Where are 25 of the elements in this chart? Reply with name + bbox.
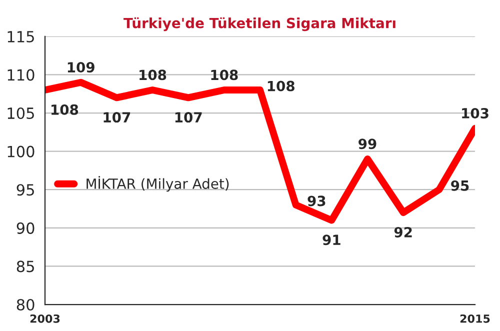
data-label: 93: [308, 196, 326, 206]
data-label: 91: [322, 234, 340, 246]
y-tick-label: 95: [16, 184, 34, 196]
x-tick-label: 2003: [30, 314, 60, 323]
y-tick-label: 115: [8, 31, 34, 42]
data-label: 109: [68, 62, 94, 73]
data-label: 103: [462, 108, 488, 118]
x-tick-label: 2015: [460, 314, 490, 323]
data-label: 95: [451, 180, 469, 191]
data-label: 108: [52, 104, 78, 115]
y-tick-label: 105: [8, 107, 34, 120]
data-label: 99: [358, 138, 376, 150]
y-tick-label: 85: [16, 260, 34, 272]
y-tick-label: 80: [16, 298, 34, 311]
data-label: 92: [394, 226, 412, 238]
y-tick-label: 100: [8, 146, 34, 158]
chart-title: Türkiye'de Tüketilen Sigara Miktarı: [124, 17, 396, 32]
data-label: 107: [104, 112, 130, 123]
y-tick-label: 90: [16, 222, 34, 234]
data-label: 108: [268, 80, 294, 92]
data-label: 107: [175, 112, 202, 123]
data-label: 108: [211, 70, 238, 80]
legend-label: MİKTAR (Milyar Adet): [86, 176, 229, 192]
y-tick-label: 110: [8, 69, 34, 81]
data-label: 108: [140, 70, 166, 80]
